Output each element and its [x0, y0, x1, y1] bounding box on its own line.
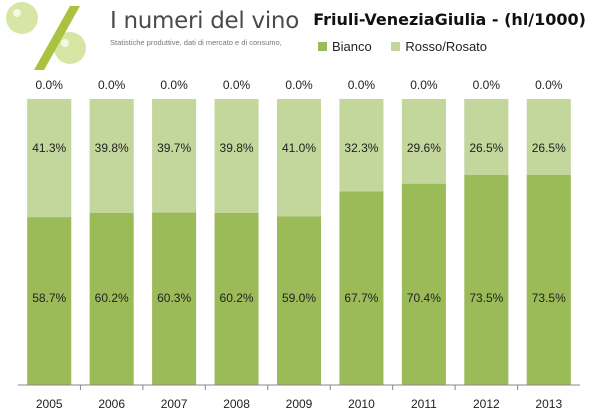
- bar-bianco: [214, 212, 259, 385]
- bar-bianco: [339, 191, 384, 385]
- bar-rosso-rosato: [152, 99, 197, 213]
- legend-item-rosso-rosato: Rosso/Rosato: [391, 39, 487, 54]
- data-label-bianco: 67.7%: [344, 291, 378, 305]
- data-label-bianco: 59.0%: [282, 291, 316, 305]
- data-label-rosso-rosato: 39.7%: [157, 141, 191, 155]
- data-label-rosso-rosato: 39.8%: [95, 141, 129, 155]
- data-label-bianco: 73.5%: [469, 291, 503, 305]
- bar-rosso-rosato: [464, 99, 509, 175]
- data-label-bianco: 60.3%: [157, 291, 191, 305]
- bar-bianco: [89, 212, 134, 385]
- data-label-zero: 0.0%: [410, 78, 438, 92]
- x-tick-label: 2010: [348, 397, 375, 411]
- bar-bianco: [464, 174, 509, 385]
- bar-rosso-rosato: [214, 99, 259, 213]
- data-label-zero: 0.0%: [348, 78, 376, 92]
- x-tick-label: 2008: [223, 397, 250, 411]
- data-label-rosso-rosato: 29.6%: [407, 141, 441, 155]
- logo: [0, 0, 270, 82]
- legend: Bianco Rosso/Rosato: [318, 39, 503, 54]
- data-label-zero: 0.0%: [285, 78, 313, 92]
- data-label-rosso-rosato: 39.8%: [220, 141, 254, 155]
- grape-icon: [6, 2, 38, 34]
- data-label-bianco: 60.2%: [220, 291, 254, 305]
- legend-label-bianco: Bianco: [332, 39, 372, 54]
- data-label-bianco: 60.2%: [95, 291, 129, 305]
- bar-bianco: [27, 217, 72, 385]
- data-label-rosso-rosato: 41.3%: [32, 141, 66, 155]
- data-label-zero: 0.0%: [160, 78, 188, 92]
- bar-rosso-rosato: [27, 99, 72, 218]
- x-tick-label: 2012: [473, 397, 500, 411]
- brand-tagline: Statistiche produttive, dati di mercato …: [110, 38, 282, 47]
- x-tick-label: 2006: [98, 397, 125, 411]
- legend-swatch-rosso-rosato: [391, 42, 401, 51]
- data-label-bianco: 70.4%: [407, 291, 441, 305]
- x-tick-label: 2011: [411, 397, 437, 411]
- bar-bianco: [401, 183, 446, 385]
- data-label-bianco: 58.7%: [32, 291, 66, 305]
- bar-rosso-rosato: [339, 99, 384, 192]
- legend-swatch-bianco: [318, 42, 327, 51]
- x-tick-label: 2009: [286, 397, 313, 411]
- data-label-rosso-rosato: 32.3%: [344, 141, 378, 155]
- bar-rosso-rosato: [277, 99, 321, 217]
- x-tick-label: 2013: [535, 397, 562, 411]
- bar-rosso-rosato: [526, 99, 571, 175]
- legend-item-bianco: Bianco: [318, 39, 372, 54]
- bar-bianco: [152, 212, 197, 385]
- data-label-rosso-rosato: 26.5%: [469, 141, 503, 155]
- x-tick-label: 2005: [36, 397, 63, 411]
- data-label-zero: 0.0%: [473, 78, 501, 92]
- chart-title: Friuli-VeneziaGiulia - (hl/1000): [313, 10, 586, 29]
- grape-icon: [54, 32, 86, 64]
- legend-label-rosso-rosato: Rosso/Rosato: [405, 39, 488, 54]
- percent-slash-icon: [34, 6, 80, 70]
- bar-rosso-rosato: [401, 99, 446, 184]
- data-label-rosso-rosato: 41.0%: [282, 141, 316, 155]
- bar-rosso-rosato: [89, 99, 134, 213]
- brand-title: I numeri del vino: [110, 8, 299, 34]
- data-label-zero: 0.0%: [36, 78, 64, 92]
- bar-bianco: [277, 216, 321, 385]
- bar-bianco: [526, 174, 571, 385]
- data-label-zero: 0.0%: [535, 78, 563, 92]
- data-label-zero: 0.0%: [223, 78, 251, 92]
- data-label-zero: 0.0%: [98, 78, 126, 92]
- x-tick-label: 2007: [161, 397, 188, 411]
- data-label-bianco: 73.5%: [532, 291, 566, 305]
- data-label-rosso-rosato: 26.5%: [532, 141, 566, 155]
